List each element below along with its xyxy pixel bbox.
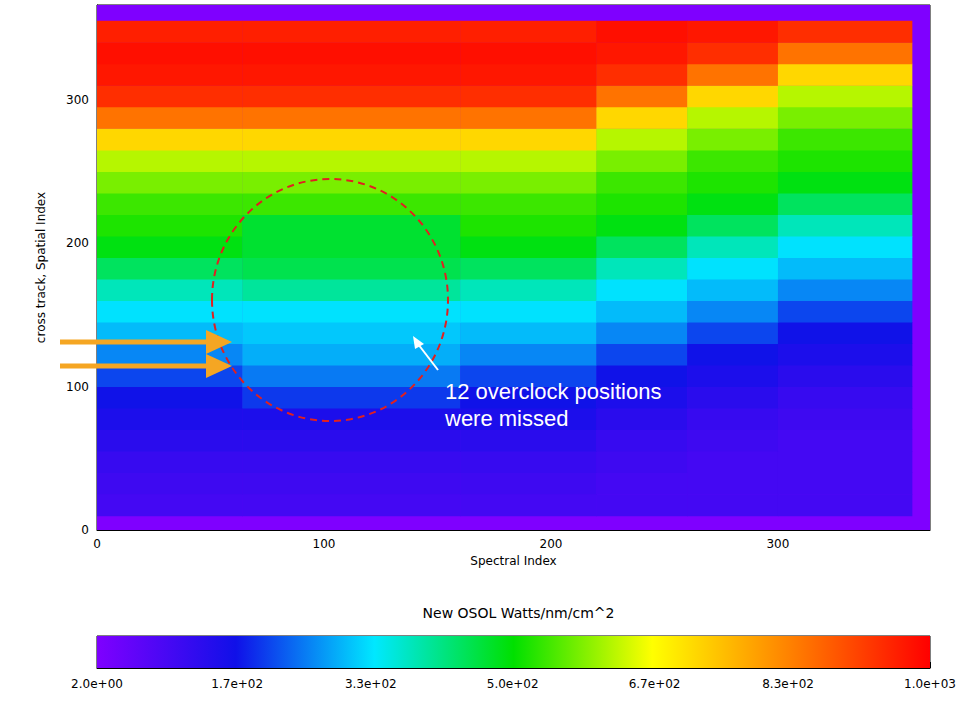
- svg-text:1.0e+03: 1.0e+03: [904, 677, 956, 691]
- svg-text:300: 300: [66, 93, 89, 107]
- svg-text:0: 0: [93, 537, 101, 551]
- svg-text:100: 100: [66, 380, 89, 394]
- svg-text:were missed: were missed: [444, 406, 568, 431]
- svg-text:6.7e+02: 6.7e+02: [629, 677, 681, 691]
- svg-text:3.3e+02: 3.3e+02: [345, 677, 397, 691]
- svg-text:Spectral Index: Spectral Index: [470, 554, 556, 568]
- svg-text:0: 0: [81, 523, 89, 537]
- svg-text:2.0e+00: 2.0e+00: [71, 677, 123, 691]
- svg-text:200: 200: [539, 537, 562, 551]
- svg-text:12 overclock positions: 12 overclock positions: [445, 379, 668, 404]
- svg-text:cross track, Spatial Index: cross track, Spatial Index: [34, 192, 48, 343]
- svg-text:New OSOL Watts/nm/cm^2: New OSOL Watts/nm/cm^2: [423, 605, 615, 621]
- svg-text:5.0e+02: 5.0e+02: [487, 677, 539, 691]
- svg-text:1.7e+02: 1.7e+02: [211, 677, 263, 691]
- svg-text:300: 300: [766, 537, 789, 551]
- svg-text:8.3e+02: 8.3e+02: [762, 677, 814, 691]
- svg-text:100: 100: [313, 537, 336, 551]
- svg-text:200: 200: [66, 236, 89, 250]
